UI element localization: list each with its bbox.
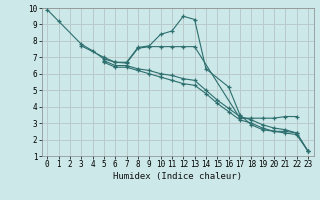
X-axis label: Humidex (Indice chaleur): Humidex (Indice chaleur) [113, 172, 242, 181]
